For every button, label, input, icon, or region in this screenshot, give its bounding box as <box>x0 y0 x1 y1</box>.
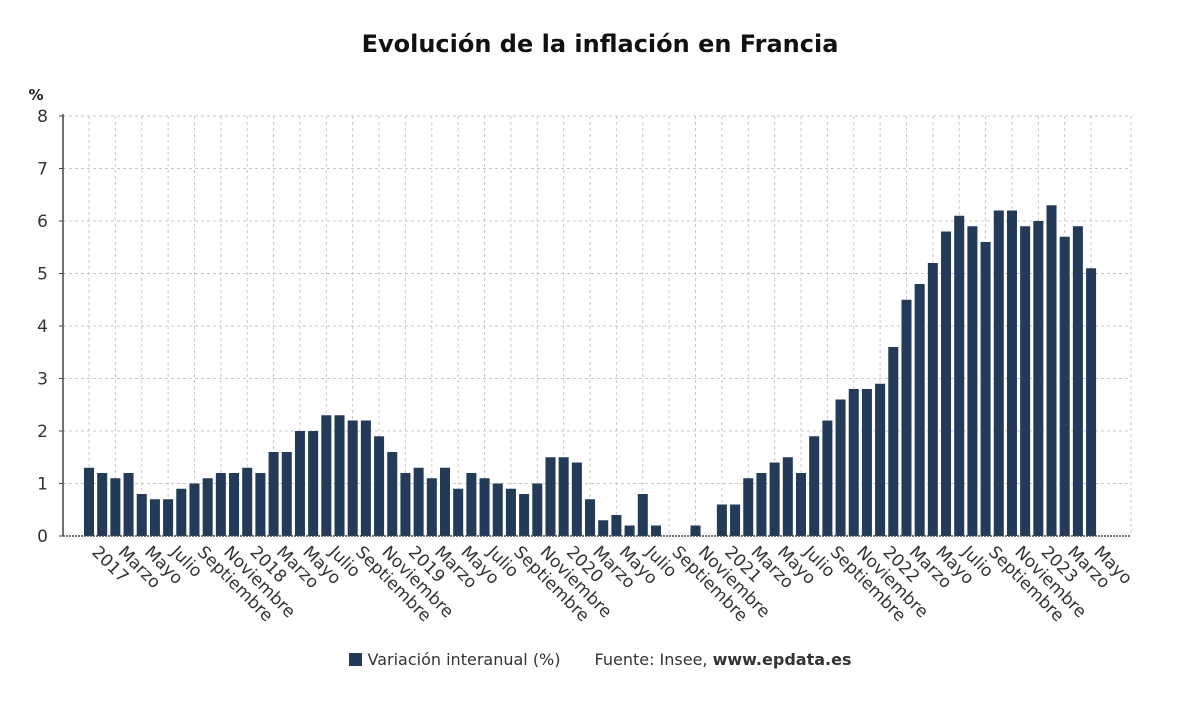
bar <box>229 473 240 536</box>
bar <box>347 420 358 536</box>
y-axis-ticks: 0 1 2 3 4 5 6 7 8 <box>37 107 63 547</box>
legend-series-label: Variación interanual (%) <box>367 650 561 669</box>
bar <box>308 431 319 536</box>
bar-series <box>83 205 1097 536</box>
bar <box>532 483 543 536</box>
bar <box>743 478 754 536</box>
bar <box>268 452 279 536</box>
bar <box>453 488 464 536</box>
bar <box>202 478 213 536</box>
bar <box>650 525 661 536</box>
bar <box>980 242 991 536</box>
bar <box>809 436 820 536</box>
y-tick-label: 0 <box>37 527 48 547</box>
bar <box>387 452 398 536</box>
bar <box>875 383 886 536</box>
bar <box>97 473 108 536</box>
y-axis-unit-label: % <box>28 86 43 104</box>
bar <box>83 467 95 536</box>
bar <box>967 226 978 536</box>
bar <box>479 478 490 536</box>
bar <box>795 473 807 536</box>
bar <box>360 420 371 536</box>
bar <box>888 347 899 536</box>
bar <box>927 263 938 536</box>
bar <box>782 457 793 536</box>
bar <box>492 483 503 536</box>
bar <box>321 415 332 536</box>
bar <box>189 483 200 536</box>
bar <box>637 494 648 536</box>
bar <box>334 415 345 536</box>
bar <box>611 515 622 536</box>
bar <box>835 399 846 536</box>
bar <box>769 462 780 536</box>
bar <box>585 499 596 536</box>
bar <box>505 488 516 536</box>
bar <box>1033 221 1044 536</box>
bar <box>690 525 701 536</box>
bar <box>519 494 530 536</box>
bar <box>1020 226 1031 536</box>
bar <box>756 473 767 536</box>
bar <box>716 504 727 536</box>
y-tick-label: 4 <box>37 317 48 337</box>
bar <box>281 452 292 536</box>
bar <box>242 467 253 536</box>
bar <box>914 284 925 536</box>
bar <box>545 457 556 536</box>
bar <box>255 473 266 536</box>
y-tick-label: 7 <box>37 160 48 180</box>
y-tick-label: 5 <box>37 265 48 285</box>
source-site: www.epdata.es <box>712 650 852 669</box>
y-tick-label: 8 <box>37 107 48 127</box>
bar <box>901 299 912 536</box>
y-tick-label: 6 <box>37 212 48 232</box>
y-tick-label: 1 <box>37 475 48 495</box>
bar <box>466 473 477 536</box>
bar <box>294 431 305 536</box>
bar <box>215 473 226 536</box>
axes <box>62 114 1131 537</box>
bar <box>400 473 411 536</box>
bar <box>163 499 174 536</box>
bar <box>136 494 147 536</box>
bar <box>1086 268 1097 536</box>
legend-swatch <box>348 653 362 666</box>
bar <box>1072 226 1083 536</box>
bar <box>374 436 385 536</box>
bar <box>624 525 635 536</box>
bar <box>413 467 424 536</box>
source-label: Fuente: Insee, <box>594 650 708 669</box>
bar <box>848 389 859 536</box>
bar <box>110 478 121 536</box>
bar <box>1006 210 1017 536</box>
bar <box>941 231 952 536</box>
bar <box>861 389 872 536</box>
legend: Variación interanual (%) Fuente: Insee, w… <box>0 650 1200 669</box>
bar <box>123 473 134 536</box>
bar <box>149 499 160 536</box>
y-tick-label: 3 <box>37 370 48 390</box>
bar <box>176 488 187 536</box>
bar <box>571 462 582 536</box>
chart-title: Evolución de la inflación en Francia <box>361 30 839 58</box>
x-axis-ticks: 2017MarzoMayoJulioSeptiembreNoviembre201… <box>87 542 1135 626</box>
bar <box>993 210 1004 536</box>
bar <box>822 420 833 536</box>
y-tick-label: 2 <box>37 422 48 442</box>
bar <box>954 215 965 536</box>
bar <box>1059 236 1070 536</box>
bar <box>730 504 741 536</box>
bar <box>558 457 569 536</box>
bar <box>598 520 609 536</box>
bar <box>439 467 451 536</box>
bar <box>1046 205 1057 536</box>
bar <box>426 478 437 536</box>
